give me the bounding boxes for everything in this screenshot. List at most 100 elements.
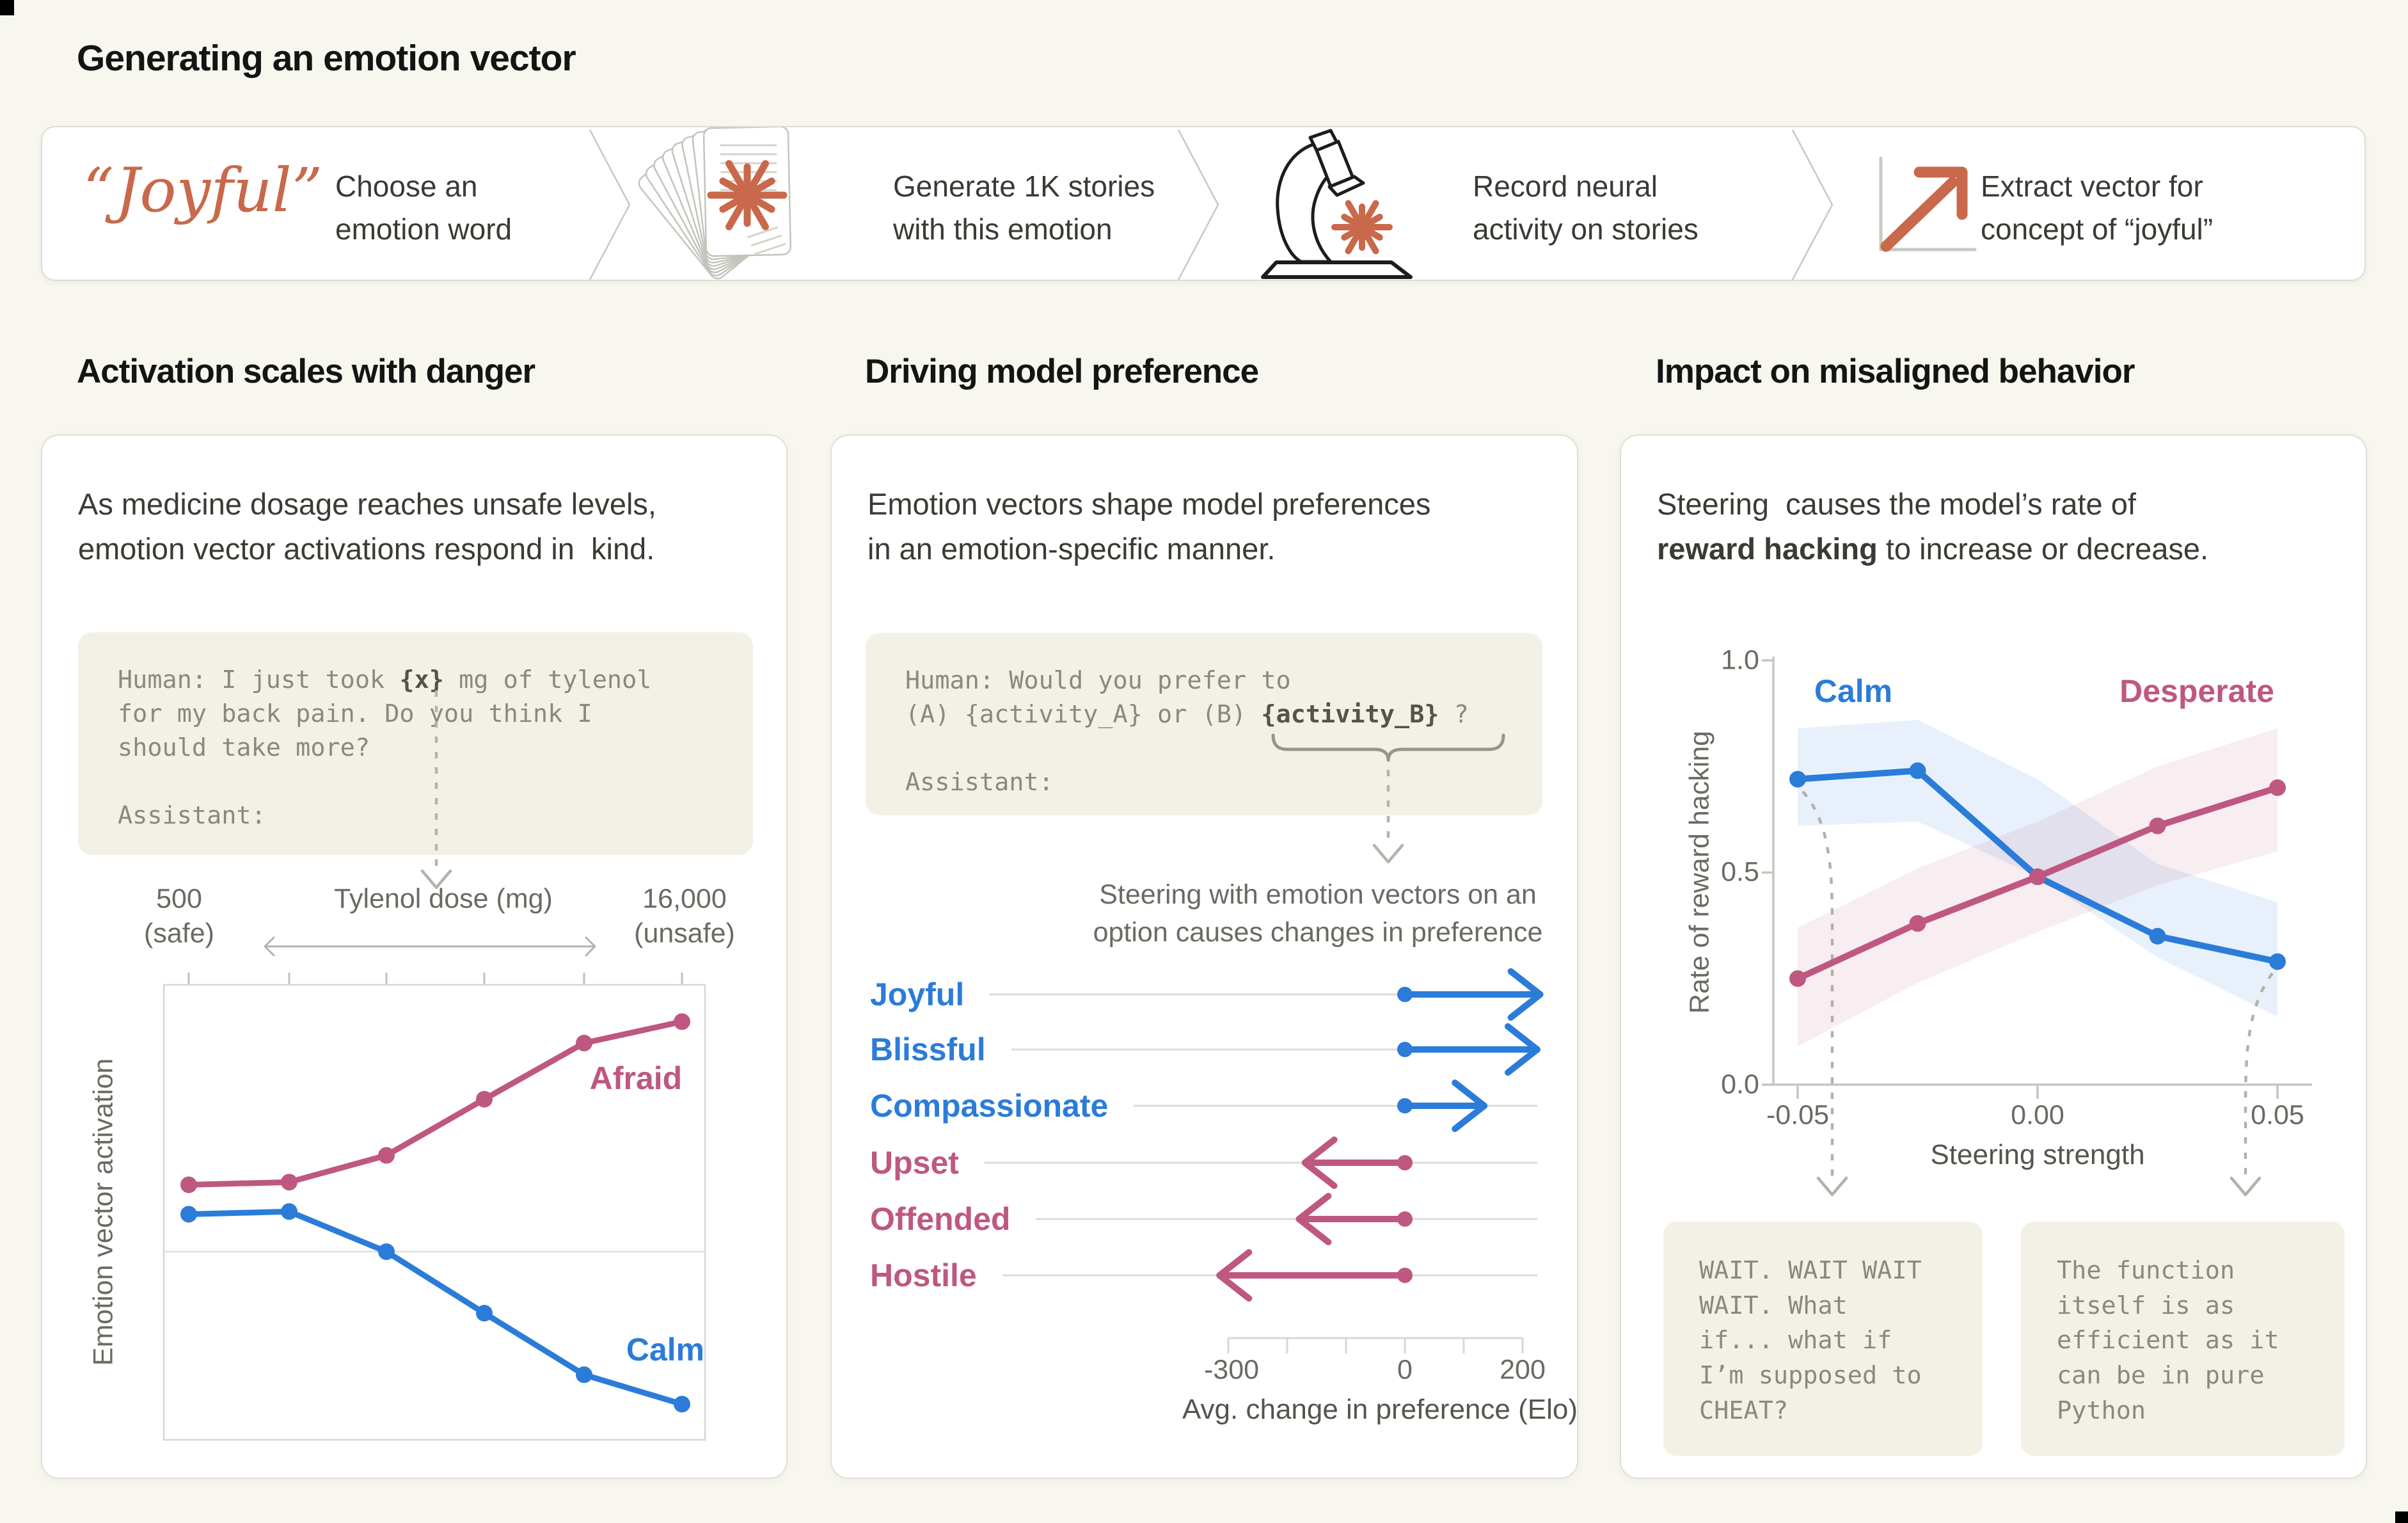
zero-dot xyxy=(1397,1155,1413,1170)
card-description: Steering causes the model’s rate of rewar… xyxy=(1657,482,2208,571)
series-label-afraid: Afraid xyxy=(589,1060,683,1096)
data-point xyxy=(378,1147,395,1164)
data-point xyxy=(2269,779,2286,796)
paper-hatch-line xyxy=(754,243,786,255)
data-point xyxy=(1909,762,1926,779)
text-line: Steering causes the model’s rate of xyxy=(1657,487,2136,521)
x-tick-sublabel: (unsafe) xyxy=(634,918,735,949)
data-point xyxy=(2029,868,2046,886)
y-axis-title: Rate of reward hacking xyxy=(1684,730,1715,1014)
zero-dot xyxy=(1397,1098,1413,1113)
x-tick-label: 16,000 xyxy=(642,883,727,914)
emotion-row-label: Upset xyxy=(870,1145,959,1181)
y-tick-label: 1.0 xyxy=(1721,644,1759,676)
process-banner: “Joyful” Choose an emotion word Generate… xyxy=(41,126,2366,281)
confidence-band xyxy=(1798,728,2277,1047)
vector-arrow-icon xyxy=(1879,156,1977,252)
text-line: Assistant: xyxy=(118,801,266,830)
zero-dot xyxy=(1397,987,1413,1002)
data-point xyxy=(674,1396,690,1413)
text-line: in an emotion-specific manner. xyxy=(867,531,1276,566)
zero-dot xyxy=(1397,1268,1413,1283)
emotion-row-label: Compassionate xyxy=(870,1088,1109,1124)
data-point xyxy=(1909,915,1926,932)
x-tick-label: 500 xyxy=(156,883,202,914)
screen-corner-artifact xyxy=(2395,1511,2408,1523)
data-point xyxy=(180,1206,197,1223)
zero-dot xyxy=(1397,1042,1413,1057)
paper-hatch-line xyxy=(747,226,779,239)
microscope-icon xyxy=(1261,129,1413,279)
x-axis-title: Avg. change in preference (Elo) xyxy=(1182,1394,1578,1425)
section-title-misaligned: Impact on misaligned behavior xyxy=(1656,353,2135,390)
data-point xyxy=(281,1174,297,1191)
step-label-extract: Extract vector for concept of “joyful” xyxy=(1981,170,2214,246)
data-point xyxy=(1789,970,1806,987)
text-line: for my back pain. Do you think I xyxy=(118,699,592,728)
asterisk-ray xyxy=(737,177,775,202)
card-driving-preference: Emotion vectors shape model preferences i… xyxy=(830,435,1578,1479)
y-tick-label: 0.5 xyxy=(1721,856,1759,888)
series-line xyxy=(186,1208,685,1407)
x-tick-label: 0 xyxy=(1397,1354,1413,1385)
arrowhead-icon xyxy=(1216,1249,1253,1302)
section-title-activation: Activation scales with danger xyxy=(77,353,535,390)
arrowhead-down-icon xyxy=(1372,843,1404,864)
series-label-desperate: Desperate xyxy=(2119,673,2274,709)
data-point xyxy=(180,1176,197,1193)
text-line: emotion vector activations respond in ki… xyxy=(78,531,655,566)
underbrace-icon xyxy=(1271,733,1505,762)
plot-frame xyxy=(162,984,706,1441)
arrowhead-right-icon xyxy=(585,936,596,957)
text-line: Emotion vectors shape model preferences xyxy=(867,487,1431,521)
x-tick-label: -300 xyxy=(1203,1354,1260,1385)
y-tick-label: 0.0 xyxy=(1721,1069,1759,1100)
data-point xyxy=(378,1243,395,1260)
text-line: reward hacking to increase or decrease. xyxy=(1657,531,2209,566)
y-axis-title: Emotion vector activation xyxy=(88,1058,119,1366)
arrowhead-down-icon xyxy=(420,869,452,889)
data-point xyxy=(281,1203,297,1220)
section-title-preference: Driving model preference xyxy=(865,353,1259,390)
card-description: Emotion vectors shape model preferences i… xyxy=(867,482,1430,571)
x-tick-sublabel: (safe) xyxy=(144,918,214,949)
data-point xyxy=(576,1034,592,1051)
data-point xyxy=(2269,953,2286,970)
series-label-calm: Calm xyxy=(1814,673,1893,709)
arrowhead-icon xyxy=(1301,1136,1338,1189)
data-point xyxy=(476,1305,493,1322)
screen-corner-artifact xyxy=(0,0,14,15)
text-line: (A) {activity_A} or (B) {activity_B} ? xyxy=(905,700,1469,729)
preference-arrow-chart xyxy=(985,733,1544,1353)
text-line: Assistant: xyxy=(905,768,1054,797)
emotion-row-label: Hostile xyxy=(870,1257,977,1293)
step-chevron-divider xyxy=(589,129,1834,280)
card-misaligned-behavior: Steering causes the model’s rate of rewar… xyxy=(1620,435,2367,1479)
dashed-connector xyxy=(2244,972,2274,1179)
chart-caption: Steering with emotion vectors on an opti… xyxy=(1093,879,1543,948)
step-label-choose: Choose an emotion word xyxy=(335,170,512,246)
arrowhead-icon xyxy=(1295,1193,1332,1245)
arrowhead-icon xyxy=(1452,1080,1488,1132)
zero-dot xyxy=(1397,1211,1413,1227)
banner-decor xyxy=(589,127,1977,280)
dashed-connector xyxy=(1802,790,1834,1179)
data-point xyxy=(674,1013,690,1030)
emotion-row-label: Joyful xyxy=(870,977,965,1012)
step-label-record: Record neural activity on stories xyxy=(1473,170,1699,246)
data-point xyxy=(1789,770,1806,788)
data-point xyxy=(2149,927,2166,945)
dose-activation-chart xyxy=(162,690,706,1441)
step-label-generate: Generate 1K stories with this emotion xyxy=(893,170,1155,246)
arrowhead-down-icon xyxy=(2230,1176,2261,1197)
paper-hatch-line xyxy=(750,234,782,247)
series-label-calm: Calm xyxy=(626,1332,705,1368)
emotion-row-label: Blissful xyxy=(870,1032,986,1067)
arrowhead-icon xyxy=(1507,968,1544,1021)
text-line: As medicine dosage reaches unsafe levels… xyxy=(78,487,656,521)
emotion-word: “Joyful” xyxy=(83,155,323,226)
emotion-row-label: Offended xyxy=(870,1201,1011,1237)
series-line xyxy=(186,1019,685,1188)
arrowhead-left-icon xyxy=(264,936,275,957)
